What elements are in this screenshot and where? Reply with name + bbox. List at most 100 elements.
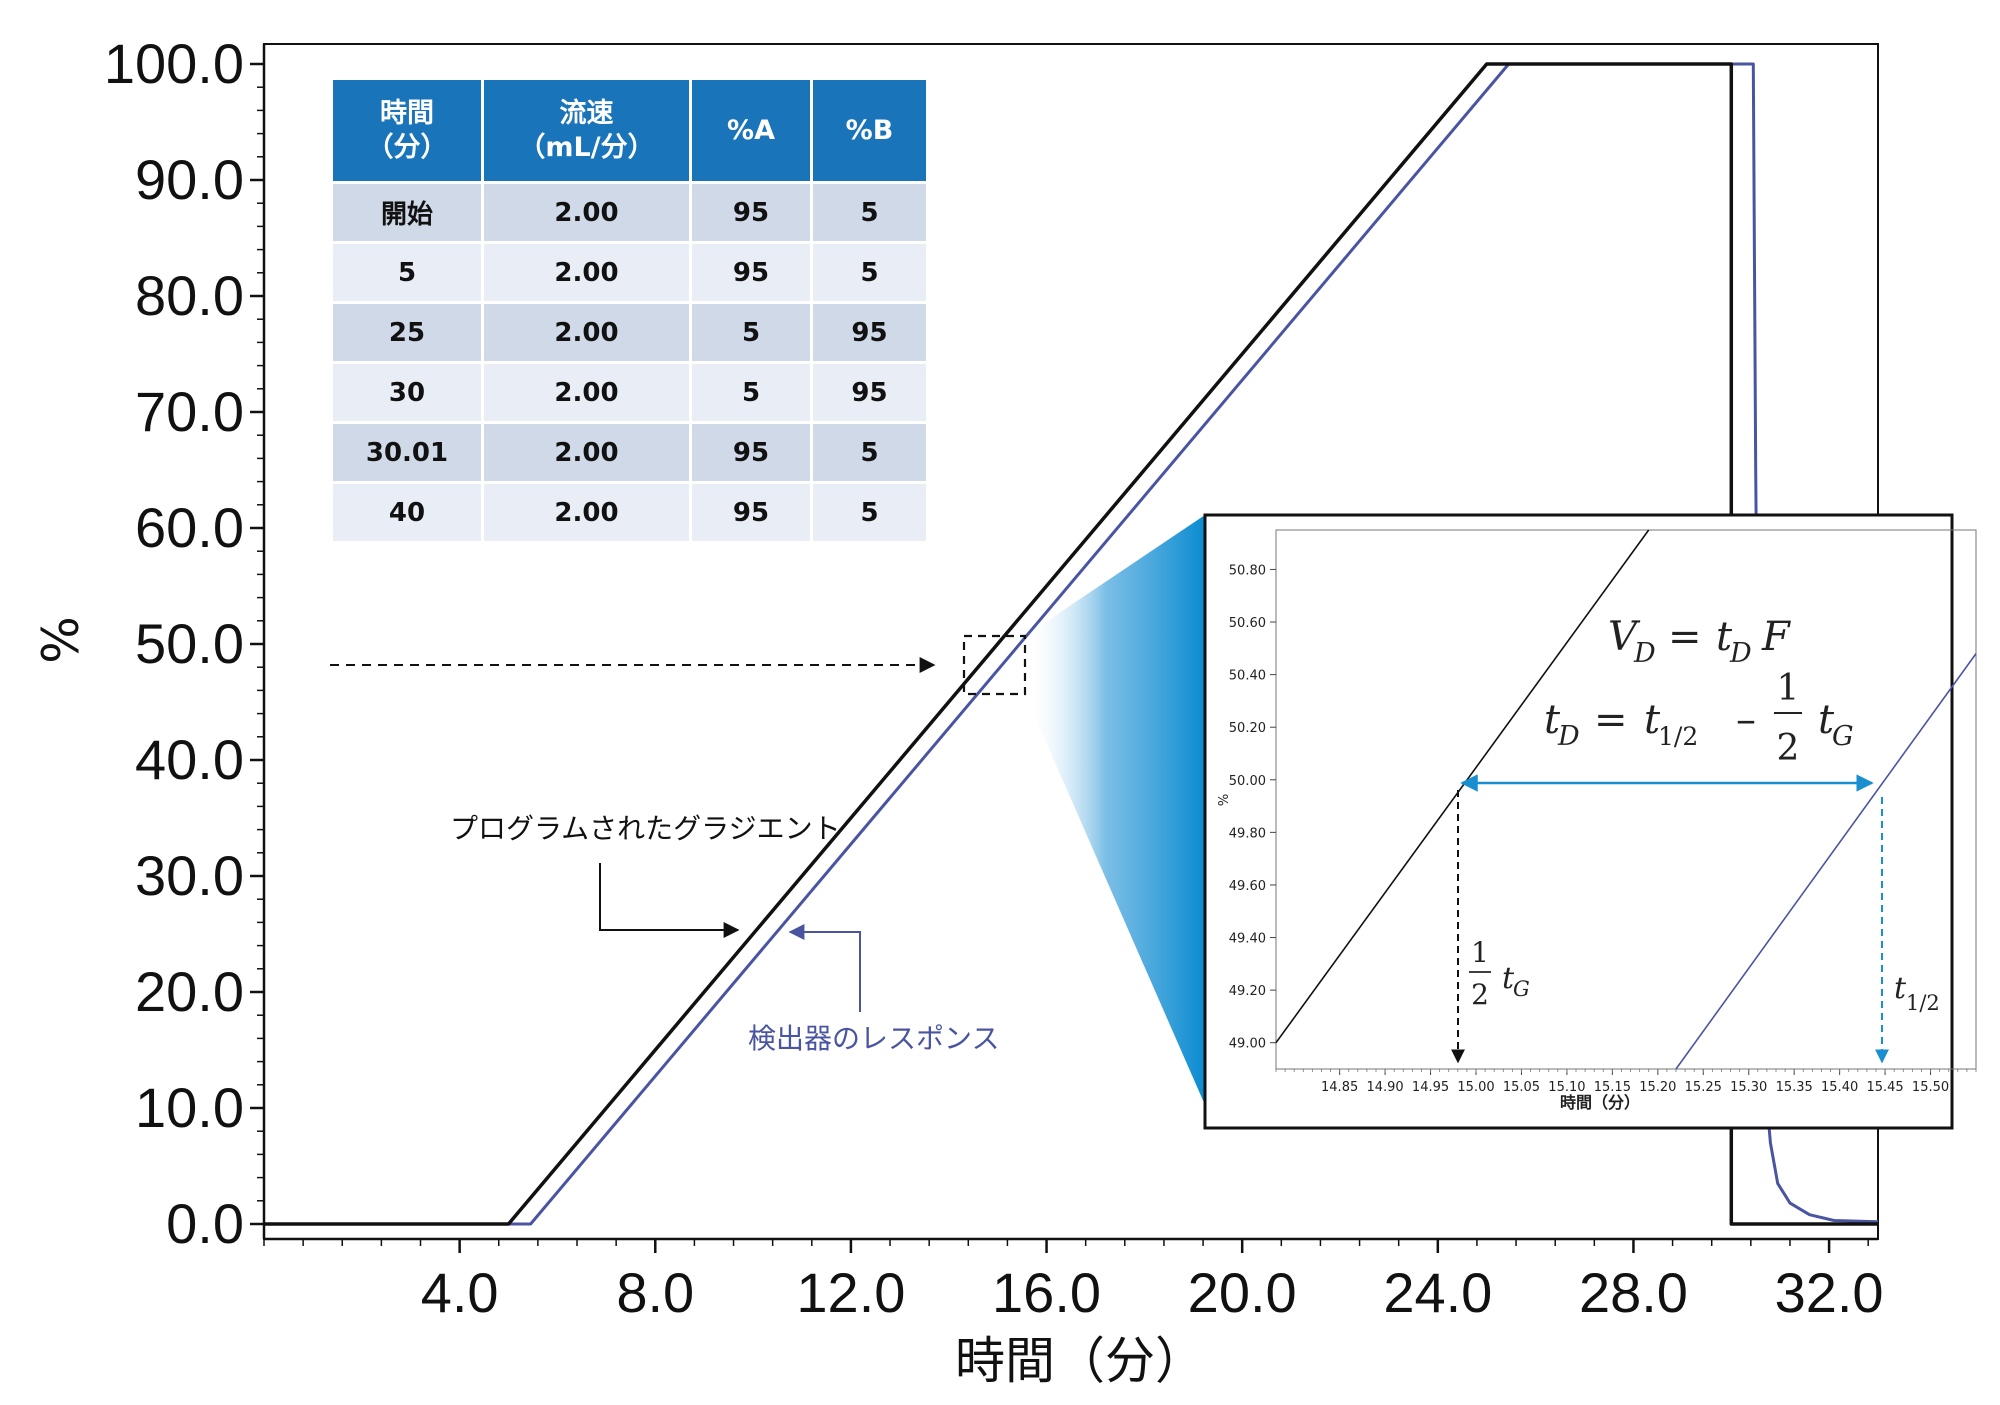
svg-text:1: 1 <box>1471 936 1489 969</box>
inset-y-tick-label: 49.80 <box>1229 826 1266 841</box>
detector-response-label: 検出器のレスポンス <box>748 1022 999 1055</box>
x-tick-label: 28.0 <box>1579 1261 1688 1324</box>
table-cell: 95 <box>692 184 810 241</box>
svg-text:1/2: 1/2 <box>1658 722 1698 751</box>
svg-text:2: 2 <box>1777 728 1800 769</box>
inset-x-tick-labels: 14.85 14.90 14.95 15.00 15.05 15.10 15.15 15.20… <box>1321 1080 1949 1095</box>
table-row: 30 2.00 5 95 <box>333 364 926 421</box>
series-programmed-gradient <box>264 62 1878 1226</box>
header-percent-b: %B <box>813 80 926 181</box>
label-half-tg: 1 2 t G <box>1469 936 1530 1011</box>
inset-y-tick-labels: 49.00 49.20 49.40 49.60 49.80 50.00 50.20 50.40… <box>1229 563 1266 1051</box>
inset-x-tick-label: 15.20 <box>1639 1080 1676 1095</box>
table-cell: 95 <box>692 484 810 541</box>
table-cell: 95 <box>692 424 810 481</box>
inset-x-tick-label: 15.15 <box>1594 1080 1631 1095</box>
x-tick-label: 4.0 <box>421 1261 499 1324</box>
inset-ticks <box>1270 568 1977 1075</box>
gradient-program-table: 時間 （分） 流速 （mL/分） %A %B 開始 2.00 95 5 5 2.00 95 5… <box>330 77 929 544</box>
table-cell: 30 <box>333 364 481 421</box>
inset-y-tick-label: 49.40 <box>1229 932 1266 947</box>
table-cell: 40 <box>333 484 481 541</box>
y-tick-label: 0.0 <box>166 1192 244 1255</box>
y-tick-label: 70.0 <box>135 380 244 443</box>
header-percent-a: %A <box>692 80 810 181</box>
svg-text:D: D <box>1729 638 1752 669</box>
svg-text:F: F <box>1761 614 1791 660</box>
svg-text:=: = <box>1668 614 1702 660</box>
x-tick-label: 16.0 <box>992 1261 1101 1324</box>
inset-x-tick-label: 15.25 <box>1685 1080 1722 1095</box>
major-ticks <box>250 62 1831 1253</box>
zoom-cone <box>1025 515 1205 1105</box>
table-cell: 5 <box>333 244 481 301</box>
programmed-gradient-label: プログラムされたグラジエント <box>450 812 841 845</box>
table-row: 30.01 2.00 95 5 <box>333 424 926 481</box>
inset-x-tick-label: 15.50 <box>1912 1080 1949 1095</box>
svg-text:G: G <box>1513 977 1530 1001</box>
header-time: 時間 （分） <box>333 80 481 181</box>
y-tick-label: 90.0 <box>135 148 244 211</box>
inset-y-tick-label: 50.00 <box>1229 774 1266 789</box>
header-time-line2: （分） <box>366 131 448 163</box>
zoom-region-box <box>962 634 1027 696</box>
inset-chart: 14.85 14.90 14.95 15.00 15.05 15.10 15.15 15.20… <box>1203 513 1977 1130</box>
svg-text:G: G <box>1832 721 1854 752</box>
table-row: 25 2.00 5 95 <box>333 304 926 361</box>
inset-x-tick-label: 15.10 <box>1548 1080 1585 1095</box>
svg-text:t: t <box>1544 697 1561 743</box>
label-t-half: t 1/2 <box>1894 971 1940 1015</box>
svg-text:t: t <box>1644 697 1661 743</box>
header-time-line1: 時間 <box>380 97 434 129</box>
svg-text:1: 1 <box>1777 668 1800 709</box>
table-cell: 5 <box>813 424 926 481</box>
svg-text:D: D <box>1557 721 1580 752</box>
inset-y-tick-label: 50.40 <box>1229 669 1266 684</box>
header-percent-b-label: %B <box>845 114 894 146</box>
x-tick-label: 8.0 <box>616 1261 694 1324</box>
header-flow: 流速 （mL/分） <box>484 80 689 181</box>
table-header-row: 時間 （分） 流速 （mL/分） %A %B <box>333 80 926 181</box>
y-tick-label: 20.0 <box>135 960 244 1023</box>
header-flow-line1: 流速 <box>559 97 614 129</box>
svg-text:t: t <box>1716 614 1733 660</box>
table-row: 40 2.00 95 5 <box>333 484 926 541</box>
header-percent-a-label: %A <box>727 114 775 146</box>
y-tick-label: 80.0 <box>135 264 244 327</box>
table-cell: 2.00 <box>484 484 689 541</box>
table-cell: 95 <box>813 304 926 361</box>
table-cell: 5 <box>692 364 810 421</box>
detector-response-leader <box>788 924 861 1012</box>
inset-x-tick-label: 15.05 <box>1503 1080 1540 1095</box>
svg-text:V: V <box>1608 614 1641 660</box>
table-cell: 2.00 <box>484 304 689 361</box>
inset-plot-area <box>1275 529 1977 1070</box>
table-cell: 95 <box>692 244 810 301</box>
svg-text:t: t <box>1818 697 1835 743</box>
y-tick-label: 40.0 <box>135 728 244 791</box>
svg-text:t: t <box>1502 961 1515 996</box>
svg-text:D: D <box>1633 638 1656 669</box>
y-tick-label: 60.0 <box>135 496 244 559</box>
table-cell: 5 <box>813 244 926 301</box>
x-tick-label: 32.0 <box>1775 1261 1884 1324</box>
inset-x-tick-label: 14.85 <box>1321 1080 1358 1095</box>
inset-y-tick-label: 49.00 <box>1229 1037 1266 1052</box>
svg-text:1/2: 1/2 <box>1906 991 1940 1015</box>
svg-text:2: 2 <box>1471 978 1489 1011</box>
inset-x-tick-label: 14.95 <box>1412 1080 1449 1095</box>
inset-y-tick-label: 49.20 <box>1229 984 1266 999</box>
inset-y-axis-title: % <box>1217 794 1232 806</box>
table-cell: 5 <box>813 184 926 241</box>
inset-x-axis-title: 時間（分） <box>1560 1093 1640 1112</box>
programmed-gradient-leader <box>599 863 740 938</box>
table-cell: 5 <box>692 304 810 361</box>
x-tick-labels: 4.0 8.0 12.0 16.0 20.0 24.0 28.0 32.0 <box>421 1261 1884 1324</box>
y-tick-labels: 0.0 10.0 20.0 30.0 40.0 50.0 60.0 70.0 80.0 90.0 1… <box>104 32 244 1255</box>
formula-vd: V D = t D F <box>1608 614 1791 669</box>
header-flow-line2: （mL/分） <box>518 131 655 163</box>
svg-text:=: = <box>1594 697 1628 743</box>
table-cell: 30.01 <box>333 424 481 481</box>
inset-x-tick-label: 15.00 <box>1457 1080 1494 1095</box>
